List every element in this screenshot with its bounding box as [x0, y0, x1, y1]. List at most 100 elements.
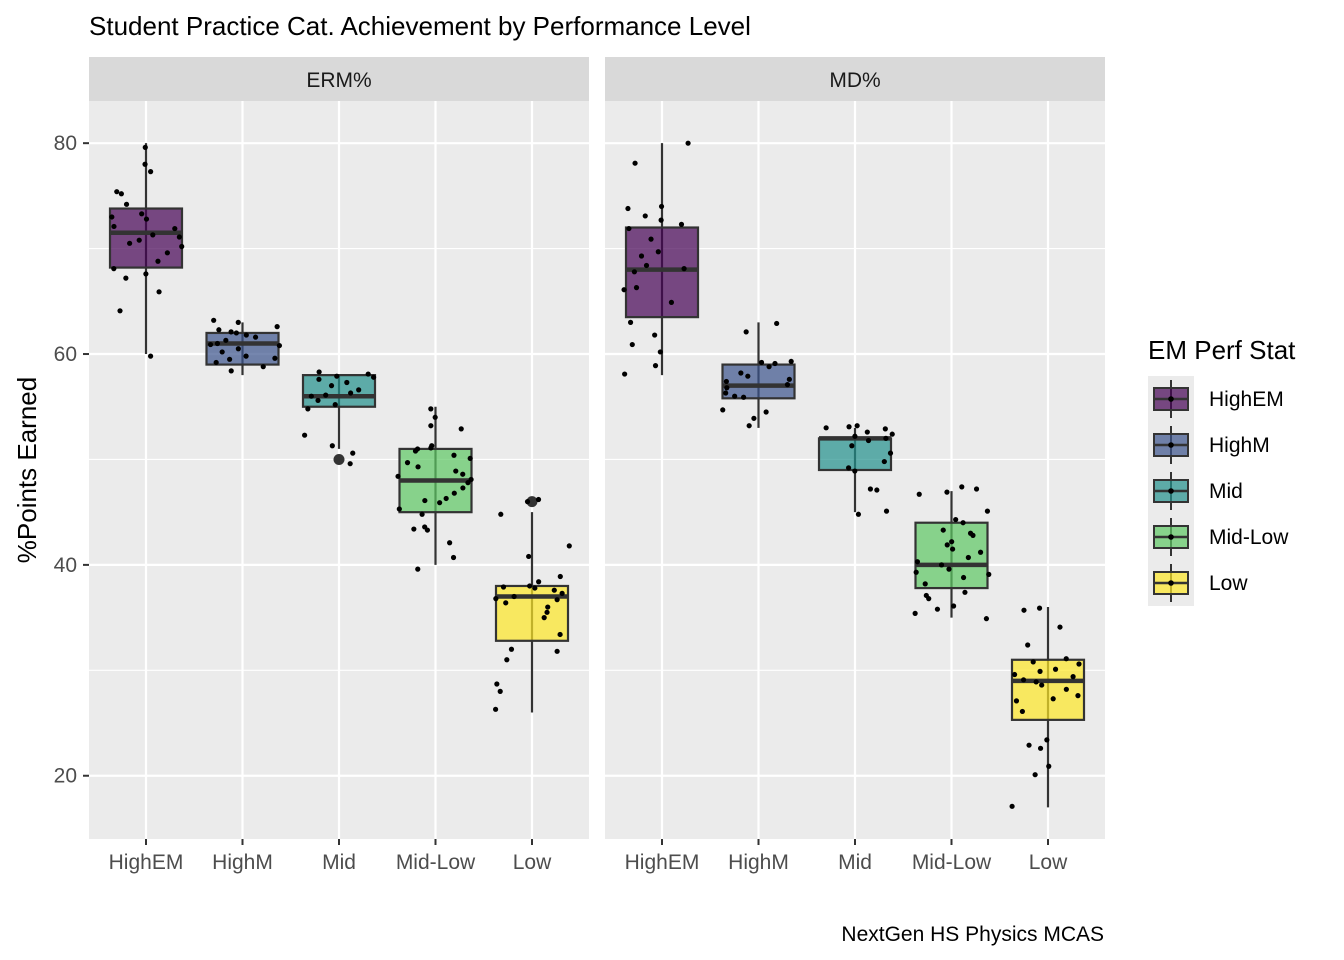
data-point	[626, 225, 632, 232]
facet-panel-1: MD% HighEM HighM Mid Mid-Low Low	[605, 57, 1105, 874]
data-point	[1026, 742, 1032, 748]
data-point	[973, 486, 980, 492]
data-point	[1032, 772, 1038, 778]
data-point	[235, 319, 241, 325]
data-point	[1030, 659, 1036, 665]
data-point	[109, 214, 115, 220]
data-point	[235, 346, 241, 352]
data-point	[743, 329, 749, 335]
data-point	[959, 484, 965, 490]
data-point	[745, 373, 751, 379]
data-point	[111, 223, 117, 230]
box-iqr	[205, 331, 280, 366]
legend-label: Mid-Low	[1209, 526, 1289, 549]
data-point	[949, 539, 955, 545]
data-point	[881, 458, 887, 465]
data-point	[365, 371, 371, 377]
data-point	[404, 460, 411, 466]
data-point	[316, 376, 322, 382]
outlier-point	[526, 496, 538, 508]
data-point	[148, 169, 154, 175]
data-point	[652, 332, 658, 338]
data-point	[526, 553, 532, 560]
x-tick-label: HighM	[728, 851, 789, 874]
data-point	[276, 342, 283, 349]
data-point	[763, 409, 769, 415]
data-point	[642, 213, 648, 219]
data-point	[334, 373, 340, 379]
data-point	[852, 468, 858, 474]
data-point	[681, 266, 687, 272]
data-point	[1063, 686, 1069, 692]
data-point	[784, 382, 791, 388]
data-point	[494, 681, 500, 687]
chart-caption: NextGen HS Physics MCAS	[841, 923, 1104, 946]
legend: EM Perf Stat HighEM HighM Mid Mid-Low Low	[1148, 335, 1296, 606]
facet-strip	[89, 57, 589, 101]
legend-key-point	[1168, 442, 1174, 448]
data-point	[658, 217, 664, 223]
data-point	[621, 287, 627, 293]
data-point	[1013, 698, 1020, 704]
data-point	[498, 511, 504, 517]
data-point	[508, 646, 515, 652]
data-point	[228, 329, 234, 335]
x-tick-label: Low	[513, 851, 552, 874]
data-point	[535, 496, 542, 503]
data-point	[396, 506, 402, 512]
data-point	[1009, 803, 1015, 809]
data-point	[887, 450, 894, 456]
data-point	[511, 593, 517, 600]
data-point	[946, 566, 952, 572]
data-point	[1021, 607, 1027, 613]
legend-key-point	[1168, 580, 1174, 586]
data-point	[315, 397, 321, 404]
data-point	[622, 371, 628, 377]
data-point	[544, 609, 550, 615]
facet-panel-0: ERM% HighEM HighM Mid Mid-Low Low	[89, 57, 589, 874]
facet-strip-label: MD%	[829, 69, 880, 92]
legend-entry-HighM: HighM	[1148, 422, 1270, 468]
box-iqr	[817, 437, 893, 472]
data-point	[855, 511, 862, 517]
data-point	[428, 423, 434, 429]
data-point	[260, 364, 266, 370]
data-point	[566, 543, 572, 549]
box-Mid	[817, 423, 895, 517]
data-point	[823, 425, 829, 431]
data-point	[347, 461, 353, 467]
data-point	[1012, 671, 1018, 678]
data-point	[460, 485, 466, 491]
legend-key-point	[1168, 488, 1174, 494]
data-point	[492, 706, 499, 712]
data-point	[176, 234, 182, 240]
data-point	[142, 161, 148, 167]
facet-strip	[605, 57, 1105, 101]
data-point	[216, 327, 222, 333]
data-point	[228, 368, 234, 374]
data-point	[111, 266, 117, 272]
data-point	[962, 589, 968, 595]
data-point	[557, 573, 563, 580]
data-point	[114, 189, 120, 195]
data-point	[746, 423, 752, 429]
data-point	[223, 337, 229, 343]
data-point	[984, 508, 991, 514]
legend-label: Low	[1209, 572, 1248, 595]
data-point	[370, 374, 377, 380]
data-point	[139, 211, 145, 217]
data-point	[883, 508, 890, 514]
data-point	[1033, 679, 1039, 685]
legend-entry-Mid: Mid	[1148, 468, 1243, 514]
data-point	[437, 500, 443, 506]
data-point	[668, 299, 675, 305]
legend-entry-Low: Low	[1148, 560, 1248, 606]
data-point	[913, 569, 919, 575]
data-point	[685, 140, 691, 146]
data-point	[252, 334, 259, 340]
legend-entry-Mid-Low: Mid-Low	[1148, 514, 1289, 560]
data-point	[274, 324, 280, 330]
box-iqr	[301, 374, 377, 408]
data-point	[766, 364, 772, 370]
data-point	[127, 240, 133, 246]
